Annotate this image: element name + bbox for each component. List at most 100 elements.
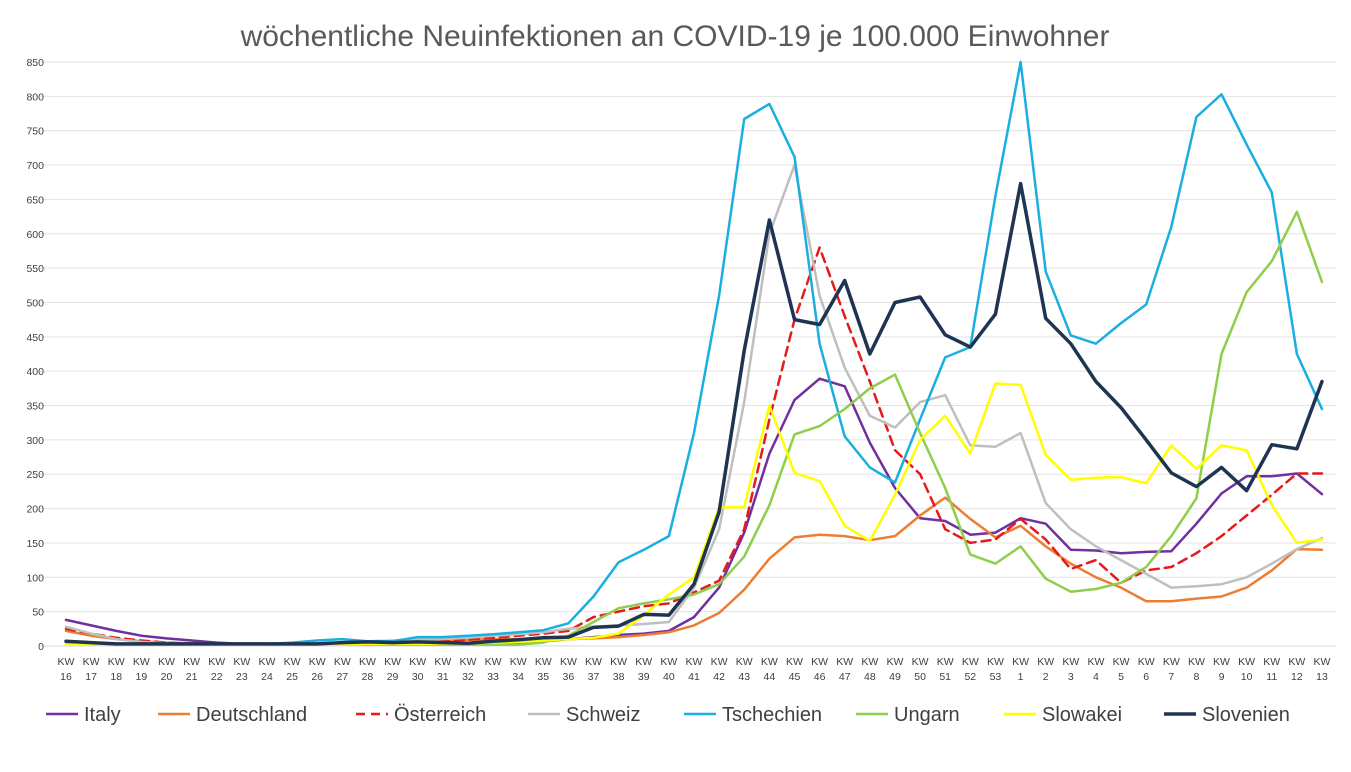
x-tick-label: KW [987,656,1004,668]
x-tick-label: 44 [764,671,776,683]
x-tick-label: 20 [161,671,173,683]
x-tick-label: KW [1012,656,1029,668]
x-tick-label: KW [635,656,652,668]
x-tick-label: 12 [1291,671,1303,683]
x-tick-label: KW [736,656,753,668]
x-tick-label: KW [258,656,275,668]
y-tick-label: 800 [26,91,44,103]
x-tick-label: KW [1263,656,1280,668]
y-tick-label: 200 [26,504,44,516]
y-tick-label: 100 [26,572,44,584]
x-tick-label: 38 [613,671,625,683]
y-tick-label: 500 [26,297,44,309]
x-tick-label: 41 [688,671,700,683]
x-tick-label: 13 [1316,671,1328,683]
x-tick-label: KW [359,656,376,668]
y-tick-label: 50 [32,607,44,619]
x-tick-label: KW [761,656,778,668]
legend-label: Österreich [394,704,486,726]
x-tick-label: 3 [1068,671,1074,683]
x-tick-label: 33 [487,671,499,683]
x-tick-label: 46 [814,671,826,683]
legend-label: Slowakei [1042,704,1122,726]
x-tick-label: KW [133,656,150,668]
x-tick-label: KW [83,656,100,668]
x-tick-label: KW [158,656,175,668]
legend-label: Ungarn [894,704,960,726]
series-line-slovenien [64,181,1324,646]
x-tick-label: 11 [1266,671,1277,683]
x-tick-label: 6 [1143,671,1149,683]
x-tick-label: KW [686,656,703,668]
x-tick-label: 32 [462,671,474,683]
x-tick-label: KW [535,656,552,668]
x-tick-label: 43 [738,671,750,683]
x-tick-label: 2 [1043,671,1049,683]
x-tick-label: KW [836,656,853,668]
x-tick-label: KW [786,656,803,668]
x-tick-label: KW [1062,656,1079,668]
legend-label: Italy [84,704,121,726]
x-tick-label: KW [510,656,527,668]
x-tick-label: KW [208,656,225,668]
gridlines [40,61,1336,647]
y-tick-label: 550 [26,263,44,275]
x-tick-label: 53 [990,671,1002,683]
x-tick-label: KW [1238,656,1255,668]
x-tick-label: KW [309,656,326,668]
x-tick-label: KW [585,656,602,668]
x-axis-ticks: KW16KW17KW18KW19KW20KW21KW22KW23KW24KW25… [58,656,1331,683]
y-tick-label: 250 [26,469,44,481]
x-tick-label: 42 [713,671,725,683]
legend-label: Tschechien [722,704,822,726]
x-tick-label: 10 [1241,671,1253,683]
x-tick-label: KW [459,656,476,668]
x-tick-label: 19 [136,671,148,683]
legend-label: Deutschland [196,704,307,726]
x-tick-label: KW [1163,656,1180,668]
x-tick-label: 40 [663,671,675,683]
x-tick-label: KW [937,656,954,668]
x-tick-label: 51 [939,671,951,683]
x-tick-label: KW [183,656,200,668]
x-tick-label: KW [434,656,451,668]
x-tick-label: KW [886,656,903,668]
x-tick-label: 26 [311,671,323,683]
y-tick-label: 700 [26,160,44,172]
series-lines [64,60,1324,646]
x-tick-label: 27 [336,671,348,683]
x-tick-label: KW [861,656,878,668]
x-tick-label: 7 [1168,671,1174,683]
y-tick-label: 600 [26,229,44,241]
y-tick-label: 300 [26,435,44,447]
x-tick-label: 28 [362,671,374,683]
x-tick-label: KW [409,656,426,668]
y-tick-label: 650 [26,194,44,206]
x-tick-label: KW [1288,656,1305,668]
x-tick-label: 18 [110,671,122,683]
x-tick-label: 25 [286,671,298,683]
y-tick-label: 850 [26,57,44,69]
x-tick-label: KW [233,656,250,668]
x-tick-label: KW [108,656,125,668]
x-tick-label: KW [912,656,929,668]
y-tick-label: 150 [26,538,44,550]
x-tick-label: 37 [588,671,600,683]
x-tick-label: 8 [1193,671,1199,683]
x-tick-label: 30 [412,671,424,683]
x-tick-label: KW [1138,656,1155,668]
x-tick-label: 36 [563,671,575,683]
x-tick-label: 17 [85,671,97,683]
x-tick-label: 9 [1219,671,1225,683]
x-tick-label: 23 [236,671,248,683]
x-tick-label: KW [1037,656,1054,668]
y-tick-label: 450 [26,332,44,344]
chart-title: wöchentliche Neuinfektionen an COVID-19 … [240,20,1110,53]
y-tick-label: 350 [26,401,44,413]
x-tick-label: 52 [964,671,976,683]
x-tick-label: 45 [789,671,801,683]
x-tick-label: 24 [261,671,273,683]
